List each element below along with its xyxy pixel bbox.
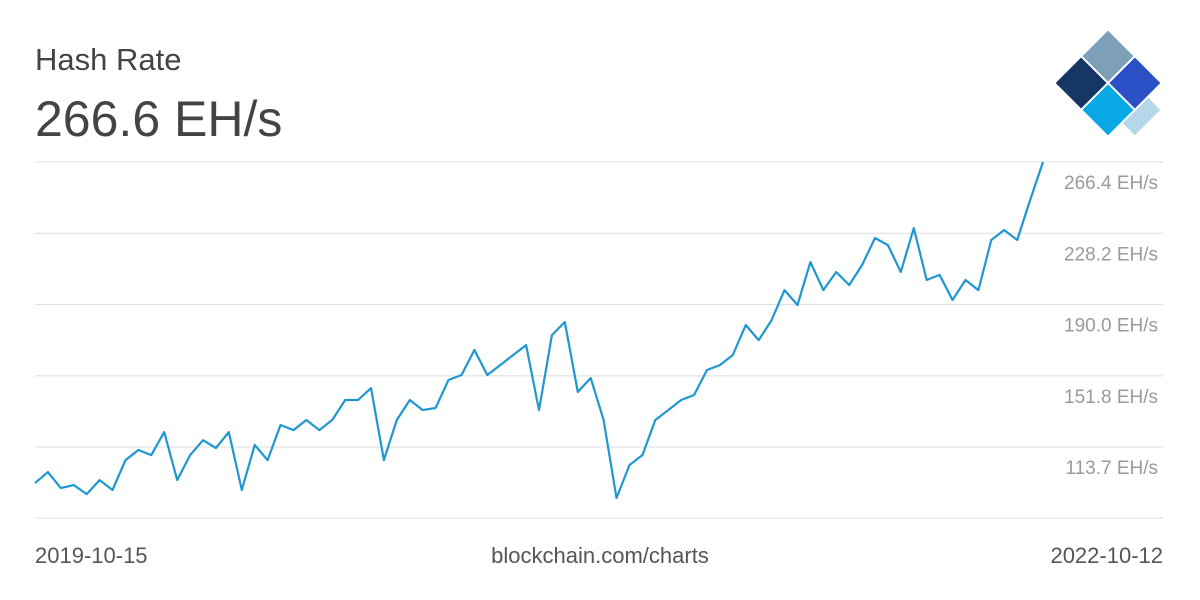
start-date: 2019-10-15 (35, 543, 148, 568)
end-date: 2022-10-12 (1050, 543, 1163, 568)
y-tick-label: 266.4 EH/s (1064, 173, 1158, 194)
chart-title: Hash Rate (35, 42, 181, 77)
y-tick-label: 228.2 EH/s (1064, 244, 1158, 265)
logo (1055, 30, 1161, 136)
headline-value: 266.6 EH/s (35, 91, 282, 147)
data-line (34, 161, 1045, 500)
y-tick-label: 151.8 EH/s (1064, 387, 1158, 408)
y-tick-label: 113.7 EH/s (1065, 458, 1158, 479)
y-tick-label: 190.0 EH/s (1064, 316, 1158, 337)
source: blockchain.com/charts (491, 543, 709, 568)
